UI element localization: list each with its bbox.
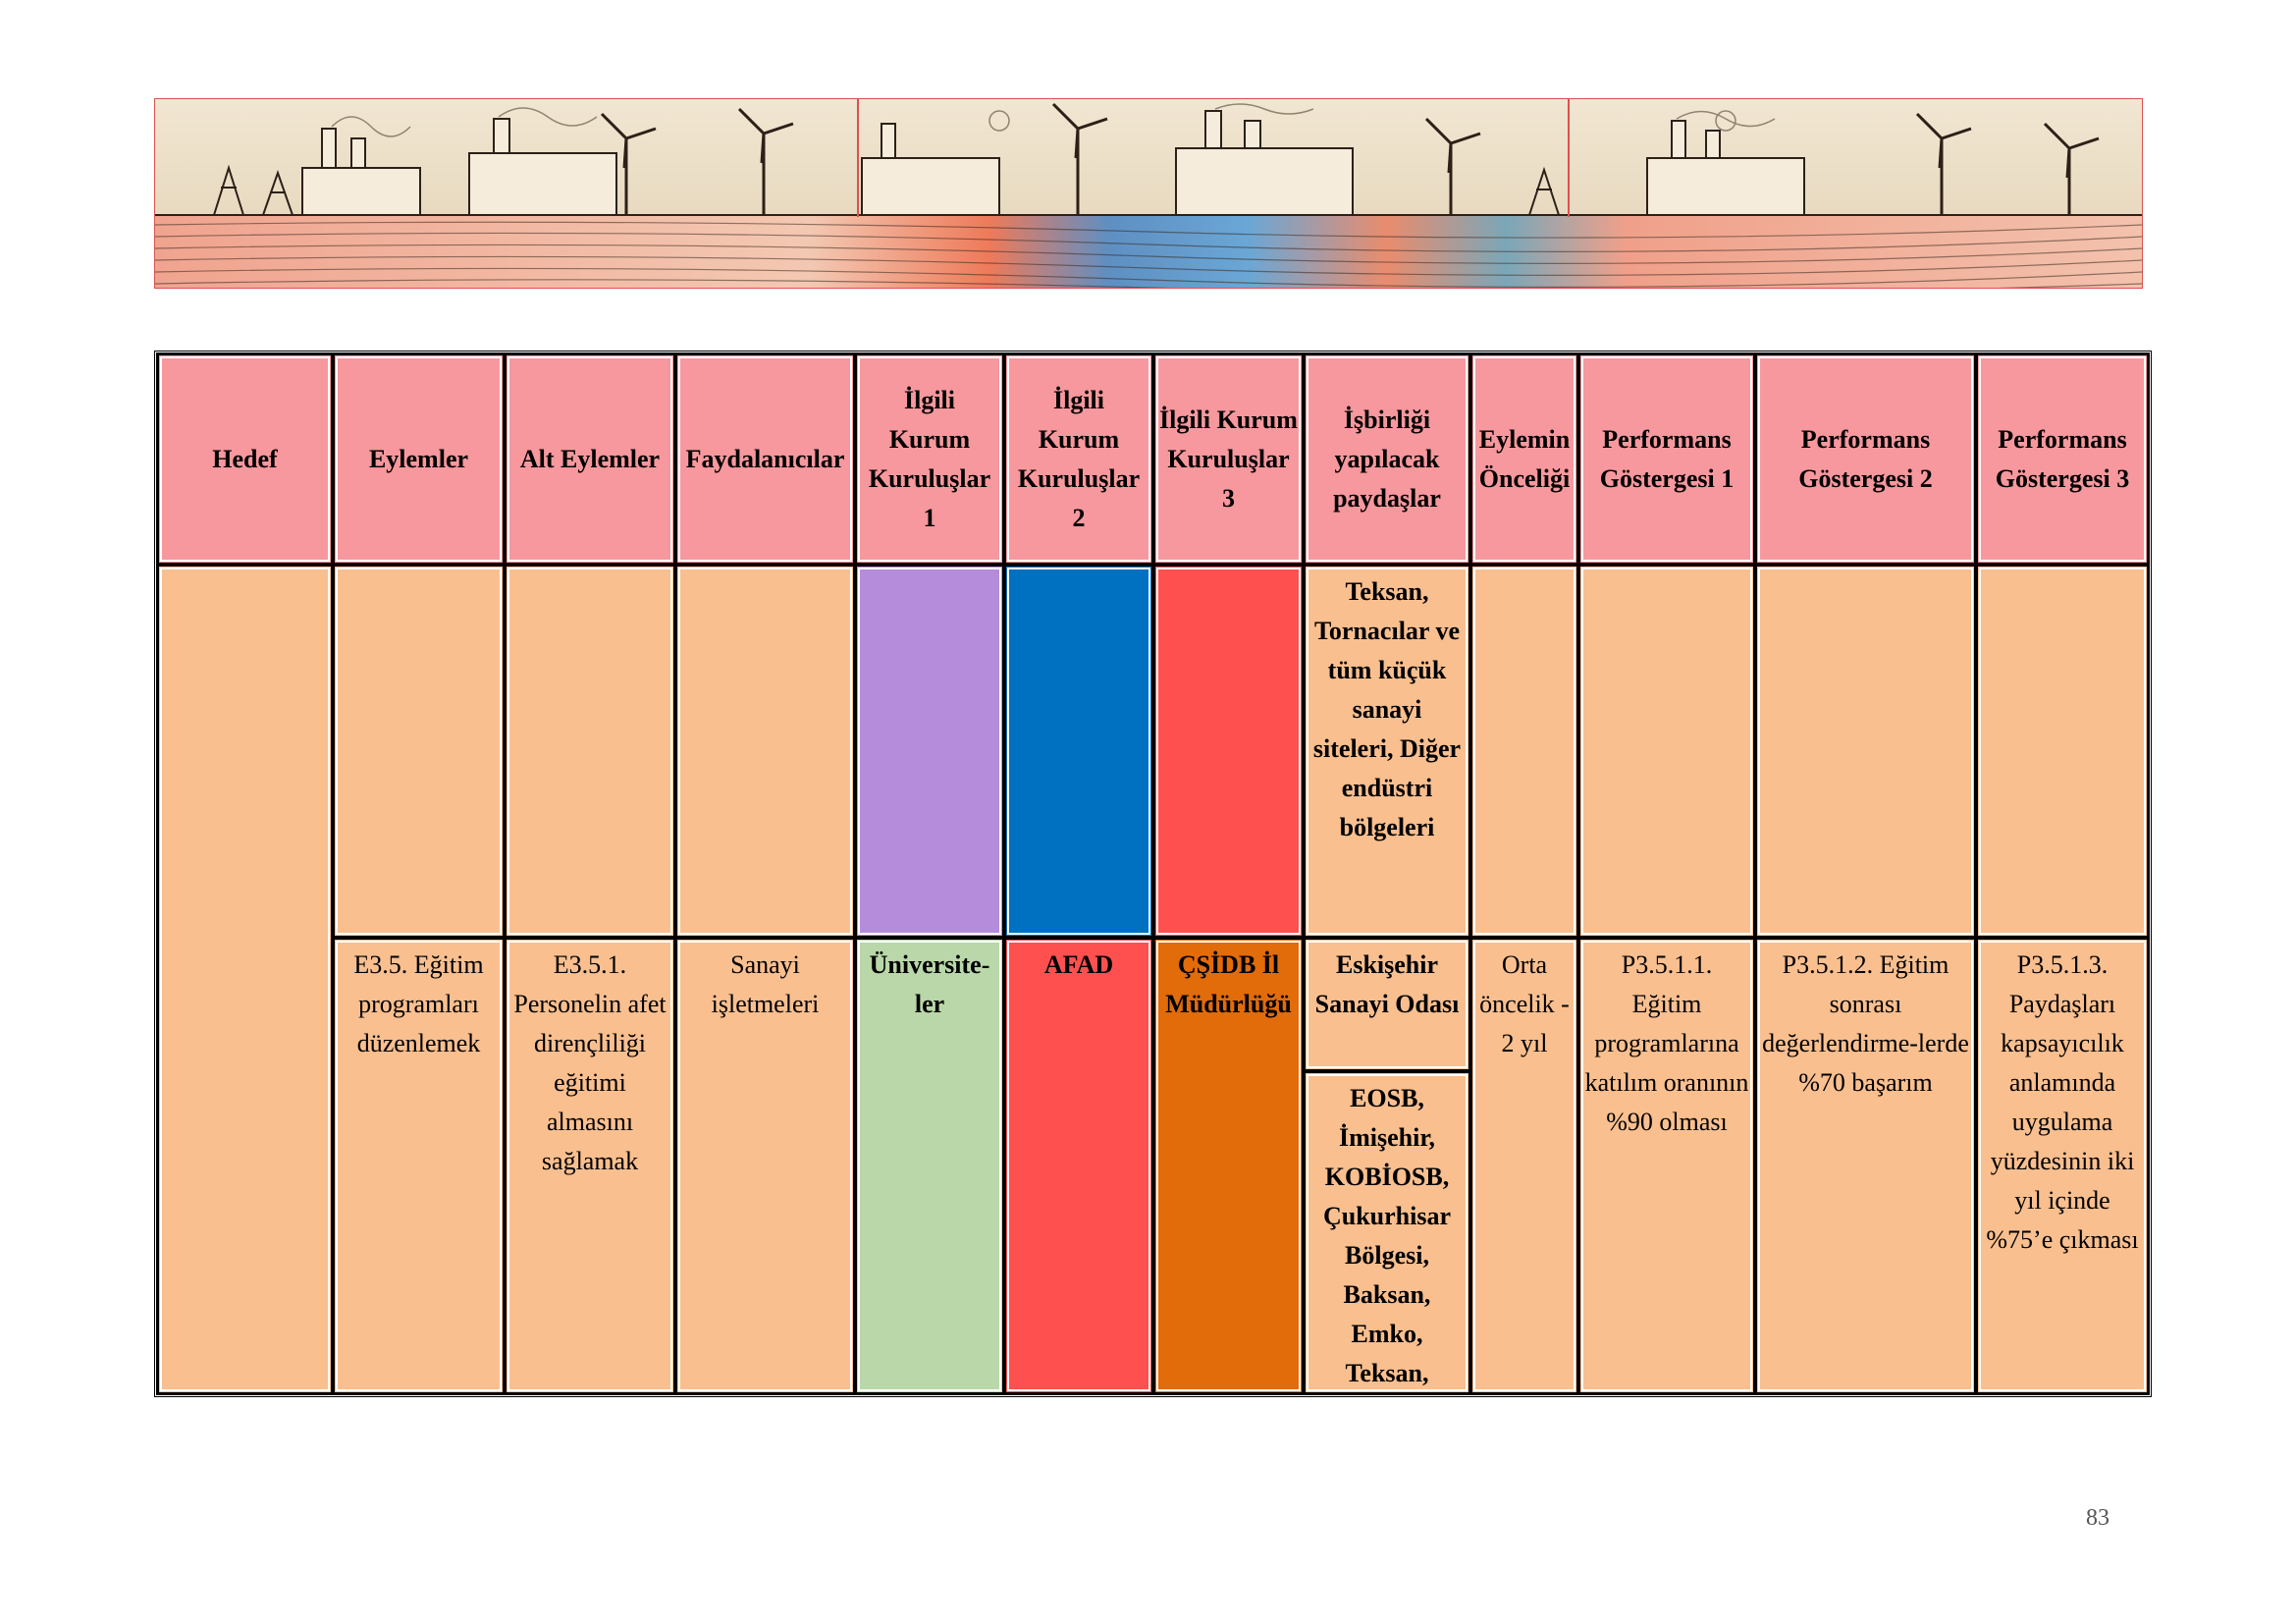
row2-alt-eylem: E3.5.1. Personelin afet dirençliliği eği… [505, 938, 675, 1394]
row1-pg-3 [1976, 565, 2149, 938]
header-pg-1: Performans Göstergesi 1 [1578, 353, 1755, 565]
header-kurum-1: İlgili Kurum Kuruluşlar 1 [855, 353, 1004, 565]
banner-illustration [154, 98, 2143, 289]
header-pg-2: Performans Göstergesi 2 [1755, 353, 1976, 565]
row2-pg-1: P3.5.1.1. Eğitim programlarına katılım o… [1578, 938, 1755, 1394]
header-faydalanicilar: Faydalanıcılar [675, 353, 855, 565]
row1-kurum-2 [1004, 565, 1153, 938]
row1-paydaslar: Teksan, Tornacılar ve tüm küçük sanayi s… [1304, 565, 1470, 938]
header-hedef: Hedef [157, 353, 333, 565]
row1-faydalanicilar [675, 565, 855, 938]
row2-kurum-1: Üniversite-ler [855, 938, 1004, 1394]
row1-kurum-1 [855, 565, 1004, 938]
row1-pg-2 [1755, 565, 1976, 938]
row2-paydas-b: EOSB, İmişehir, KOBİOSB, Çukurhisar Bölg… [1304, 1071, 1470, 1394]
row2-oncelik: Orta öncelik - 2 yıl [1470, 938, 1578, 1394]
row1-pg-1 [1578, 565, 1755, 938]
header-pg-3: Performans Göstergesi 3 [1976, 353, 2149, 565]
row2-pg-3: P3.5.1.3. Paydaşları kapsayıcılık anlamı… [1976, 938, 2149, 1394]
header-kurum-2: İlgili Kurum Kuruluşlar 2 [1004, 353, 1153, 565]
row2-faydalanicilar: Sanayi işletmeleri [675, 938, 855, 1394]
header-alt-eylemler: Alt Eylemler [505, 353, 675, 565]
row2-pg-2: P3.5.1.2. Eğitim sonrası değerlendirme-l… [1755, 938, 1976, 1394]
row1-kurum-3 [1153, 565, 1304, 938]
row1-oncelik [1470, 565, 1578, 938]
header-oncelik: Eylemin Önceliği [1470, 353, 1578, 565]
page-number: 83 [2086, 1505, 2109, 1531]
row2-kurum-2: AFAD [1004, 938, 1153, 1394]
row1-alt-eylem [505, 565, 675, 938]
row2-kurum-3: ÇŞİDB İl Müdürlüğü [1153, 938, 1304, 1394]
header-paydaslar: İşbirliği yapılacak paydaşlar [1304, 353, 1470, 565]
industry-wind-turbines-icon [155, 99, 2142, 288]
row1-eylem [333, 565, 505, 938]
header-kurum-3: İlgili Kurum Kuruluşlar 3 [1153, 353, 1304, 565]
action-plan-table: Hedef Eylemler Alt Eylemler Faydalanıcıl… [154, 351, 2152, 1397]
cell-hedef [157, 565, 333, 1394]
row2-paydas-a: Eskişehir Sanayi Odası [1304, 938, 1470, 1071]
header-eylemler: Eylemler [333, 353, 505, 565]
row2-eylem: E3.5. Eğitim programları düzenlemek [333, 938, 505, 1394]
